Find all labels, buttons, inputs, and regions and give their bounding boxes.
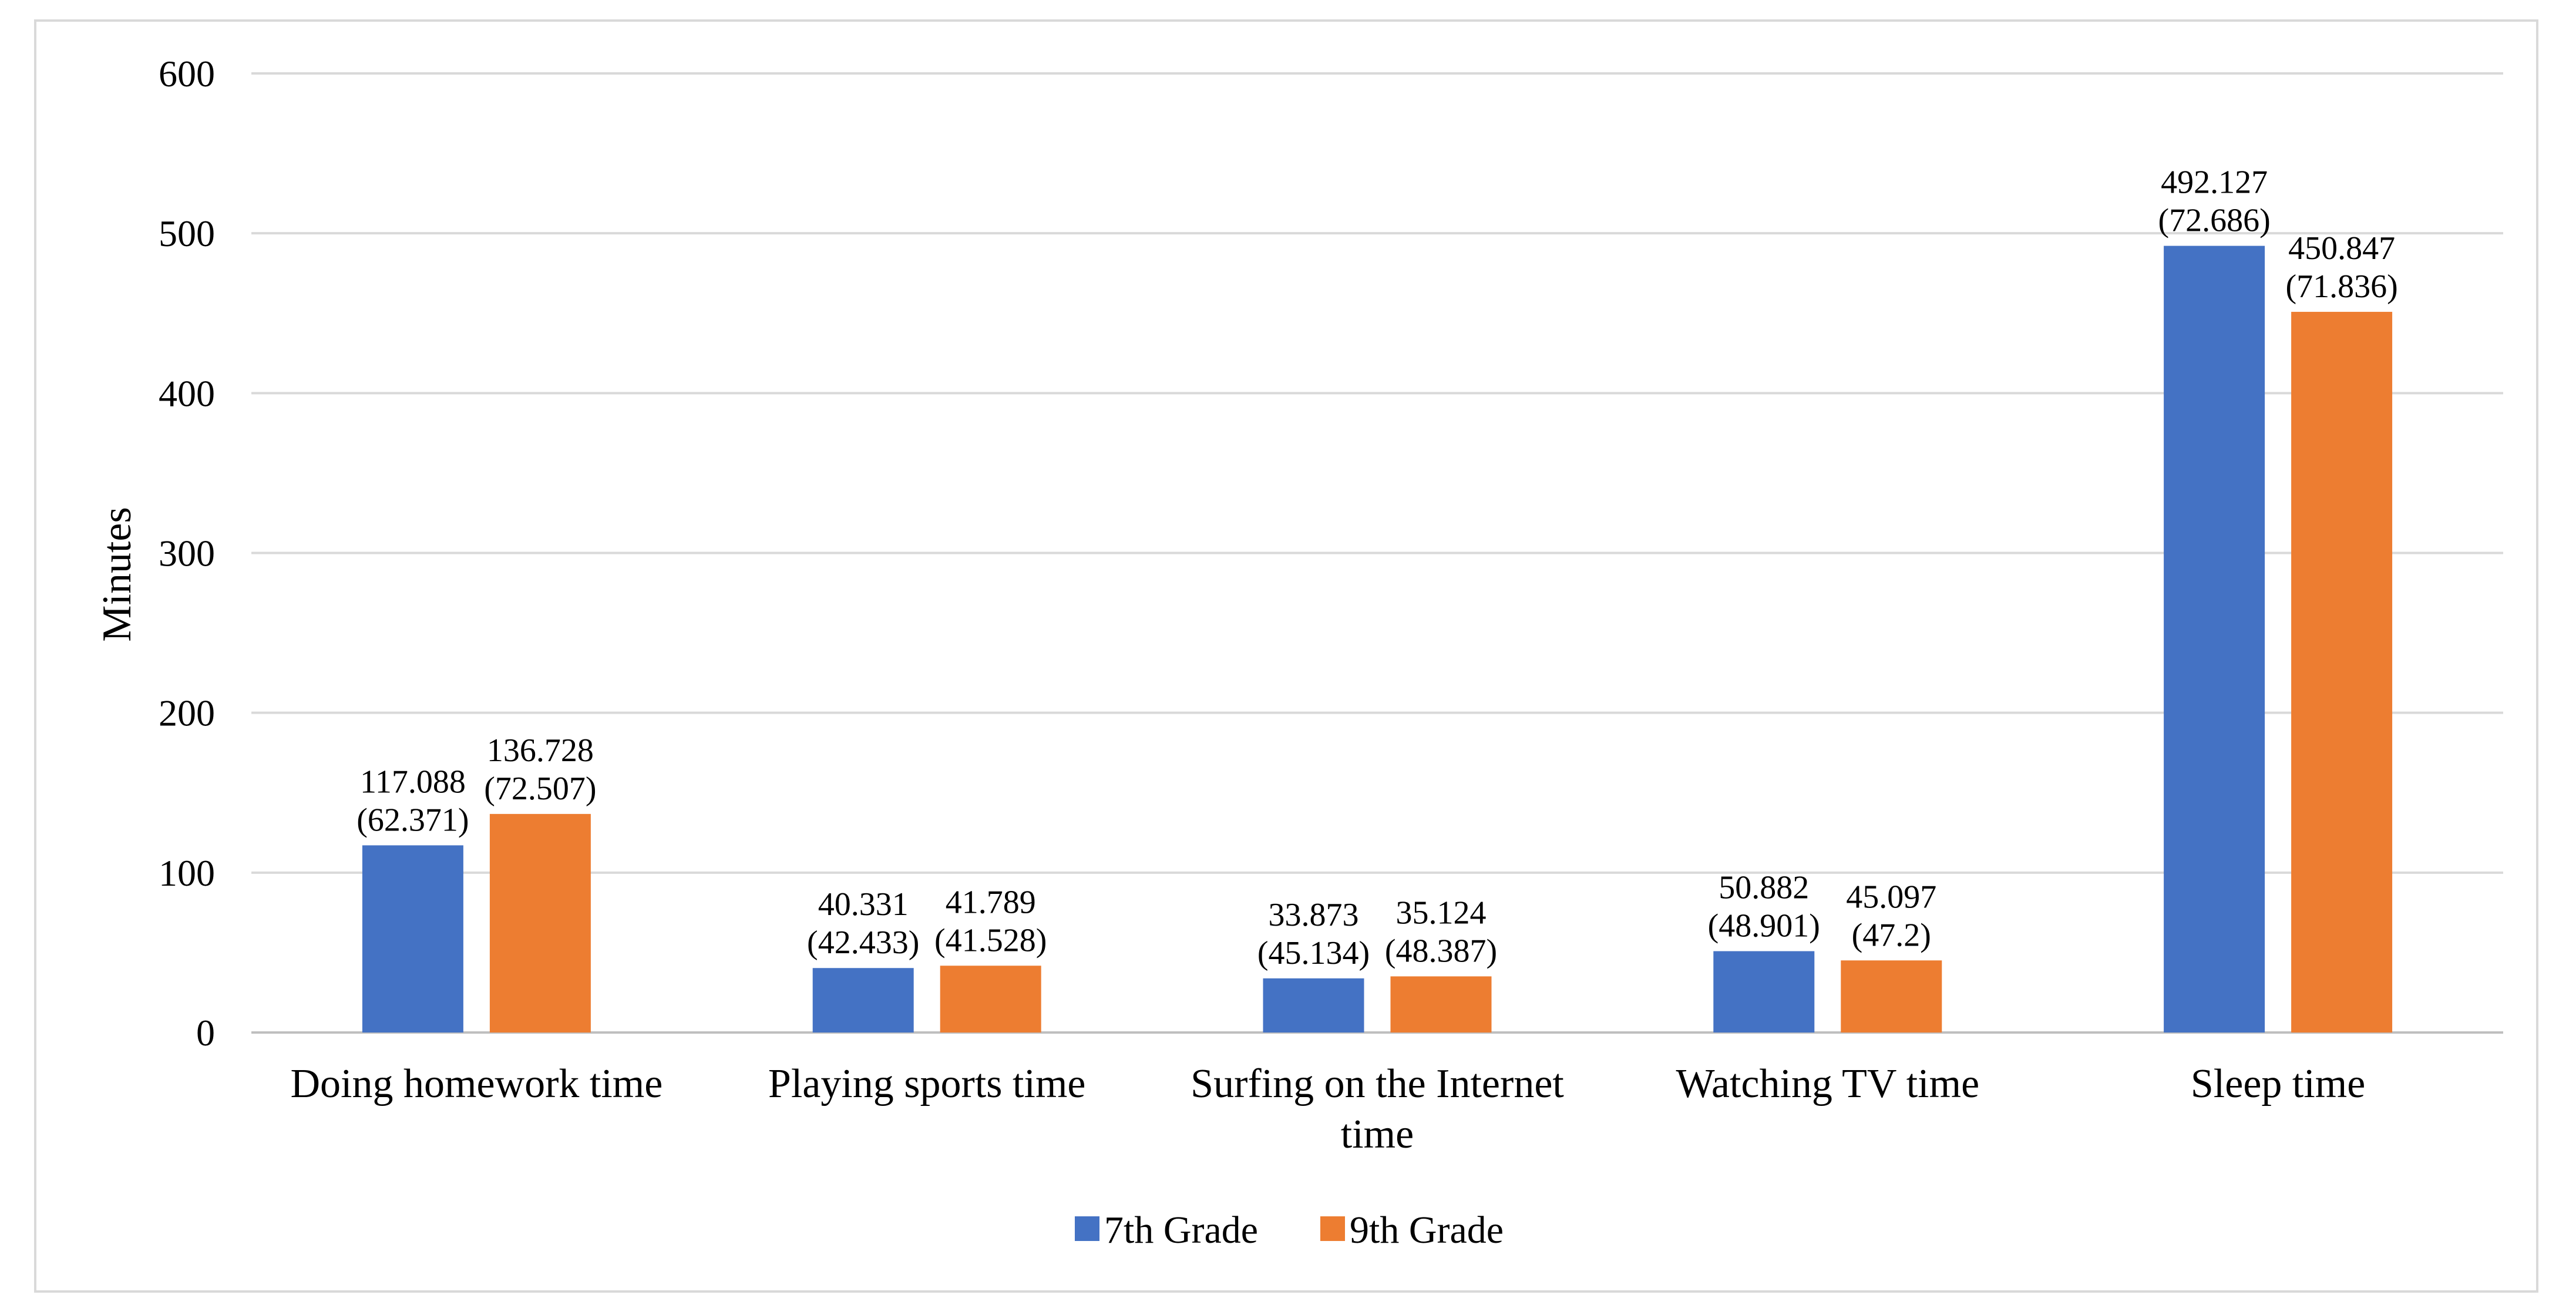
y-tick-label: 500: [159, 213, 215, 254]
x-axis-categories: Doing homework time Playing sports time Su…: [291, 1061, 2366, 1157]
data-label-sd: (41.528): [934, 922, 1047, 958]
legend: 7th Grade 9th Grade: [1075, 1209, 1504, 1252]
y-tick-label: 300: [159, 533, 215, 574]
bar-7th-grade-2: [1263, 978, 1364, 1033]
x-category-label: Doing homework time: [291, 1061, 663, 1107]
data-label-sd: (71.836): [2285, 268, 2397, 305]
y-axis-ticks: 0 100 200 300 400 500 600: [159, 53, 215, 1054]
data-label-value: 50.882: [1719, 870, 1809, 906]
data-label-sd: (45.134): [1257, 935, 1370, 971]
data-labels: 117.088(62.371) 136.728(72.507) 40.331(42.…: [357, 164, 2397, 971]
data-label-value: 136.728: [487, 732, 594, 769]
bar-9th-grade-2: [1390, 976, 1492, 1033]
bar-9th-grade-3: [1841, 960, 1942, 1033]
y-tick-label: 600: [159, 53, 215, 95]
bar-7th-grade-1: [812, 968, 914, 1033]
legend-label: 7th Grade: [1104, 1209, 1258, 1252]
data-label-value: 41.789: [946, 884, 1036, 920]
bars: [362, 245, 2393, 1033]
bar-7th-grade-4: [2164, 245, 2265, 1033]
data-label-value: 45.097: [1846, 879, 1936, 915]
legend-swatch-7th-grade: [1075, 1216, 1099, 1241]
x-category-label: Sleep time: [2191, 1061, 2365, 1107]
gridlines: [251, 72, 2503, 1034]
bar-7th-grade-0: [362, 845, 463, 1033]
y-tick-label: 0: [196, 1012, 215, 1054]
data-label-sd: (48.901): [1708, 908, 1820, 944]
y-tick-label: 400: [159, 372, 215, 414]
data-label-sd: (47.2): [1852, 917, 1931, 953]
bar-9th-grade-0: [489, 813, 591, 1033]
data-label-sd: (72.507): [484, 771, 596, 807]
legend-label: 9th Grade: [1350, 1209, 1504, 1252]
bar-9th-grade-4: [2291, 311, 2393, 1033]
data-label-value: 33.873: [1269, 897, 1359, 933]
x-category-label: Playing sports time: [768, 1061, 1086, 1107]
data-label-value: 40.331: [818, 886, 909, 923]
y-tick-label: 200: [159, 692, 215, 734]
data-label-sd: (42.433): [807, 924, 919, 961]
data-label-value: 117.088: [360, 764, 466, 800]
data-label-value: 492.127: [2161, 164, 2268, 201]
bar-9th-grade-1: [940, 966, 1041, 1033]
chart-frame: [34, 19, 2538, 1293]
data-label-value: 35.124: [1396, 894, 1487, 931]
data-label-sd: (72.686): [2158, 203, 2270, 239]
data-label-value: 450.847: [2288, 230, 2395, 267]
data-label-sd: (48.387): [1385, 933, 1497, 969]
legend-swatch-9th-grade: [1320, 1216, 1345, 1241]
x-category-label: Surfing on the Internet: [1191, 1061, 1564, 1107]
bar-7th-grade-3: [1713, 951, 1815, 1033]
y-axis-title: Minutes: [95, 507, 140, 641]
data-label-sd: (62.371): [357, 802, 469, 838]
y-tick-label: 100: [159, 852, 215, 894]
x-category-label: Watching TV time: [1676, 1061, 1979, 1107]
x-category-label: time: [1341, 1112, 1414, 1157]
